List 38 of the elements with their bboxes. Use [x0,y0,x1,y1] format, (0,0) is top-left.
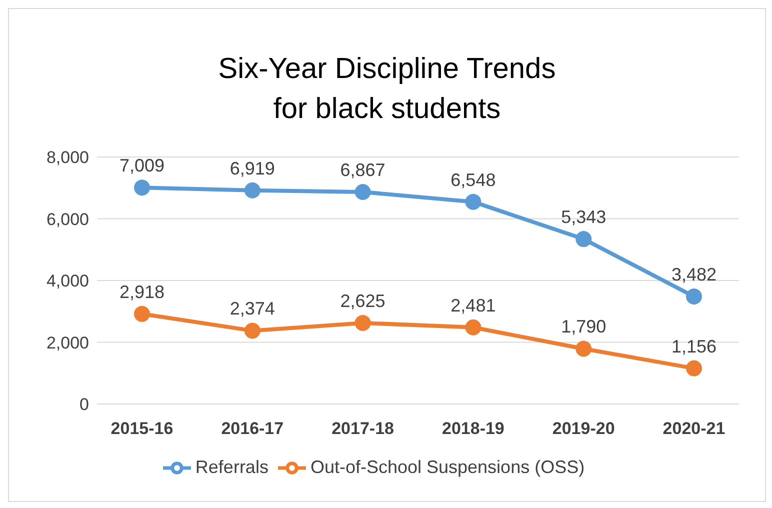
x-tick-label: 2016-17 [221,419,284,438]
point [354,184,371,200]
data-label: 2,481 [450,295,496,316]
data-label: 6,548 [450,170,496,190]
y-tick-label: 8,000 [46,148,89,168]
data-label: 2,374 [230,298,275,319]
data-label: 6,867 [340,160,386,180]
data-label: 3,482 [671,264,717,284]
y-tick-label: 4,000 [46,272,89,291]
point [354,314,371,331]
point [576,231,592,248]
x-tick-label: 2015-16 [110,419,174,438]
point [465,319,482,336]
x-tick-label: 2018-19 [442,419,504,438]
chart-title: Six-Year Discipline Trends for black students [217,52,557,127]
x-tick-label: 2019-20 [552,419,615,438]
legend-label: Referrals [195,456,268,477]
point [134,306,150,322]
y-tick-label: 6,000 [46,210,89,229]
x-tick-label: 2020-21 [662,419,726,438]
data-label: 7,009 [119,156,165,176]
point [465,194,482,210]
data-label: 1,156 [671,336,717,356]
y-tick-label: 0 [80,395,89,414]
data-label: 2,625 [340,290,386,311]
point [244,182,260,198]
legend-label: Out-of-School Suspensions (OSS) [310,456,585,477]
data-label: 1,790 [561,316,606,337]
data-label: 5,343 [561,207,606,228]
point [244,322,260,339]
data-label: 6,919 [230,158,275,178]
point [576,340,592,357]
data-label: 2,918 [119,282,165,302]
point [686,360,702,376]
point [134,180,150,196]
point [686,288,702,304]
x-tick-label: 2017-18 [332,419,394,438]
y-tick-label: 2,000 [46,333,89,352]
